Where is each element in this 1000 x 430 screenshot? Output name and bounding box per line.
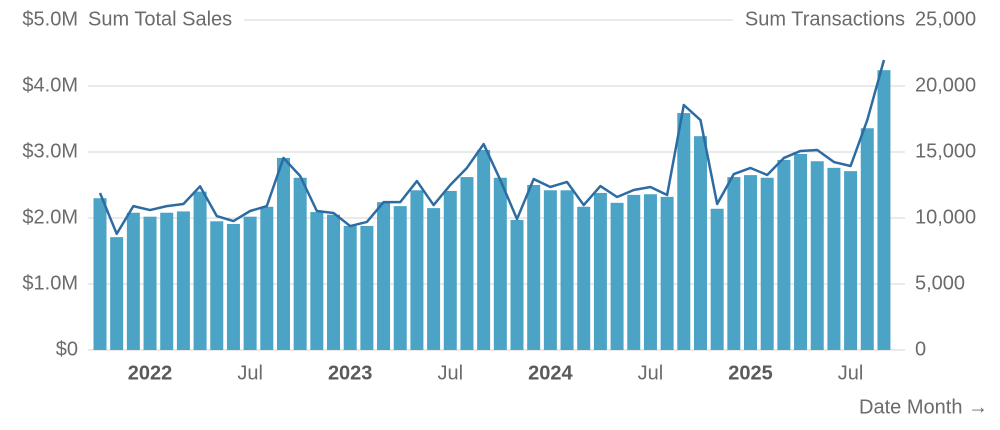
bar (543, 190, 557, 350)
bar (176, 211, 190, 350)
bar (560, 190, 574, 350)
bar (143, 216, 157, 350)
bar (744, 175, 758, 350)
bar (260, 206, 274, 350)
bar (710, 208, 724, 350)
bar (844, 171, 858, 350)
bar (677, 113, 691, 350)
y-tick-label: $5.0M (22, 8, 78, 30)
bar (210, 221, 224, 350)
bar (393, 206, 407, 350)
bar (827, 167, 841, 350)
x-tick-label: 2023 (328, 362, 373, 384)
bar (126, 212, 140, 350)
bar (477, 150, 491, 350)
y2-axis-title: Sum Transactions (745, 8, 905, 30)
lines (98, 59, 886, 236)
bar (877, 70, 891, 350)
bar (610, 202, 624, 350)
bar (360, 225, 374, 350)
x-tick-label: Jul (237, 362, 263, 384)
bar (627, 194, 641, 350)
x-tick-label: Jul (638, 362, 664, 384)
bar (693, 136, 707, 350)
bar (577, 206, 591, 350)
bar (293, 177, 307, 350)
y2-tick-label: 25,000 (915, 8, 976, 30)
y2-tick-label: 20,000 (915, 74, 976, 96)
bar (226, 223, 240, 350)
bar (377, 202, 391, 350)
bar (510, 219, 524, 350)
y2-tick-label: 0 (915, 338, 926, 360)
bar (643, 194, 657, 350)
bar (810, 161, 824, 350)
bar (593, 192, 607, 350)
line (98, 59, 886, 236)
bar (110, 237, 124, 350)
y-tick-label: $3.0M (22, 140, 78, 162)
bar (493, 177, 507, 350)
bar (794, 153, 808, 350)
y-tick-label: $2.0M (22, 206, 78, 228)
bar (193, 191, 207, 350)
bar (160, 212, 174, 350)
bar (760, 177, 774, 350)
y-tick-label: $0 (56, 338, 78, 360)
bar (527, 185, 541, 350)
y2-tick-label: 5,000 (915, 272, 965, 294)
bar (443, 190, 457, 350)
bar (777, 159, 791, 350)
bar (460, 177, 474, 350)
x-tick-label: Jul (838, 362, 864, 384)
bar (860, 128, 874, 350)
bar (310, 212, 324, 350)
x-tick-label: 2022 (128, 362, 173, 384)
bar (276, 157, 290, 350)
y-tick-label: $4.0M (22, 74, 78, 96)
x-axis-title: Date Month → (859, 396, 988, 418)
y-tick-label: $1.0M (22, 272, 78, 294)
x-tick-label: 2025 (728, 362, 773, 384)
x-tick-label: 2024 (528, 362, 573, 384)
bar (427, 208, 441, 350)
bar (410, 190, 424, 350)
x-tick-label: Jul (437, 362, 463, 384)
y-axis-title: Sum Total Sales (88, 8, 232, 30)
bar (93, 198, 107, 350)
bar (327, 214, 341, 350)
bar (727, 177, 741, 350)
bar (343, 225, 357, 350)
bar (660, 196, 674, 350)
y2-tick-label: 10,000 (915, 206, 976, 228)
bar (243, 216, 257, 350)
bars (93, 70, 891, 350)
y2-tick-label: 15,000 (915, 140, 976, 162)
